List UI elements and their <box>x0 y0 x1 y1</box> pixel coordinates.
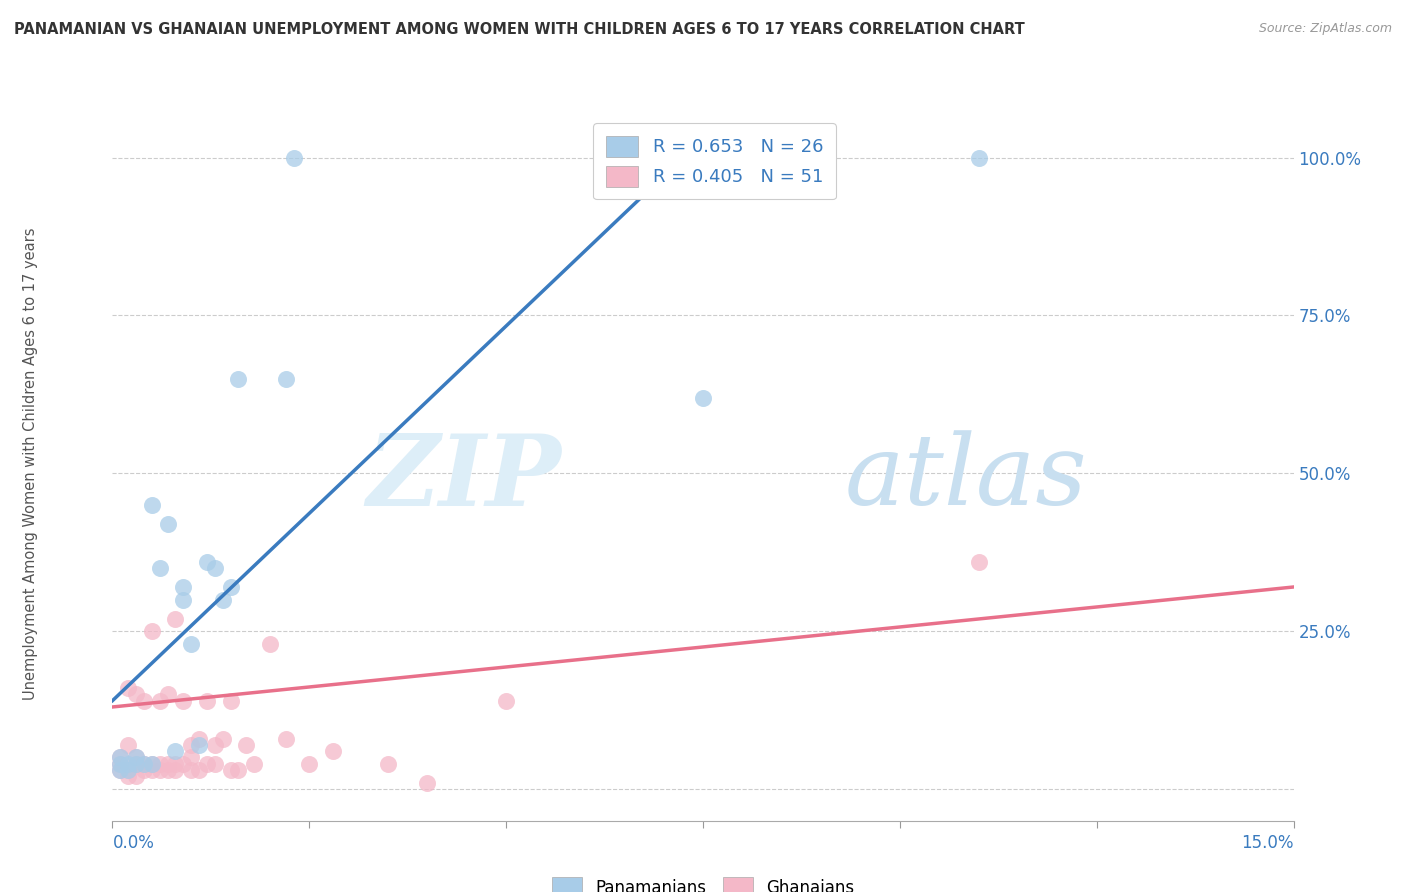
Point <box>204 756 226 771</box>
Point <box>165 763 187 777</box>
Point <box>188 731 211 746</box>
Point <box>132 756 155 771</box>
Point <box>692 391 714 405</box>
Text: 0.0%: 0.0% <box>112 834 155 852</box>
Point <box>188 763 211 777</box>
Point <box>235 738 257 752</box>
Point <box>495 693 517 707</box>
Point <box>125 756 148 771</box>
Text: Unemployment Among Women with Children Ages 6 to 17 years: Unemployment Among Women with Children A… <box>24 227 38 700</box>
Point <box>125 769 148 783</box>
Text: PANAMANIAN VS GHANAIAN UNEMPLOYMENT AMONG WOMEN WITH CHILDREN AGES 6 TO 17 YEARS: PANAMANIAN VS GHANAIAN UNEMPLOYMENT AMON… <box>14 22 1025 37</box>
Point <box>156 756 179 771</box>
Point <box>125 750 148 764</box>
Point <box>211 592 233 607</box>
Point <box>322 744 344 758</box>
Point <box>165 756 187 771</box>
Point <box>110 750 132 764</box>
Point <box>377 756 399 771</box>
Point <box>298 756 321 771</box>
Point <box>117 769 139 783</box>
Point <box>180 750 202 764</box>
Point <box>132 763 155 777</box>
Text: Source: ZipAtlas.com: Source: ZipAtlas.com <box>1258 22 1392 36</box>
Point <box>141 763 163 777</box>
Point <box>219 693 242 707</box>
Point <box>141 624 163 639</box>
Point <box>149 561 172 575</box>
Point <box>165 611 187 625</box>
Point <box>149 756 172 771</box>
Point <box>204 738 226 752</box>
Point <box>149 763 172 777</box>
Point <box>110 763 132 777</box>
Point <box>110 763 132 777</box>
Point <box>117 756 139 771</box>
Text: atlas: atlas <box>845 431 1087 525</box>
Point <box>967 151 990 165</box>
Point <box>180 637 202 651</box>
Point <box>195 693 218 707</box>
Point <box>125 756 148 771</box>
Point <box>132 756 155 771</box>
Point <box>219 763 242 777</box>
Point <box>125 750 148 764</box>
Point <box>117 681 139 695</box>
Point <box>156 763 179 777</box>
Point <box>141 498 163 512</box>
Point <box>117 738 139 752</box>
Point <box>259 637 281 651</box>
Point <box>211 731 233 746</box>
Point <box>110 756 132 771</box>
Point <box>195 756 218 771</box>
Point <box>172 580 194 594</box>
Point <box>188 738 211 752</box>
Point <box>172 693 194 707</box>
Text: 15.0%: 15.0% <box>1241 834 1294 852</box>
Point <box>156 516 179 531</box>
Point <box>110 756 132 771</box>
Point <box>132 693 155 707</box>
Point <box>110 750 132 764</box>
Point <box>274 371 297 385</box>
Point <box>156 687 179 701</box>
Point <box>180 763 202 777</box>
Point <box>165 744 187 758</box>
Point <box>228 371 250 385</box>
Point <box>219 580 242 594</box>
Point <box>117 763 139 777</box>
Point <box>967 555 990 569</box>
Point <box>243 756 266 771</box>
Point <box>172 592 194 607</box>
Point <box>283 151 305 165</box>
Point <box>180 738 202 752</box>
Point <box>149 693 172 707</box>
Point <box>204 561 226 575</box>
Point <box>117 763 139 777</box>
Point <box>195 555 218 569</box>
Point <box>416 776 439 790</box>
Text: ZIP: ZIP <box>367 430 561 526</box>
Legend: Panamanians, Ghanaians: Panamanians, Ghanaians <box>544 869 862 892</box>
Point <box>125 687 148 701</box>
Point <box>141 756 163 771</box>
Point <box>172 756 194 771</box>
Point <box>228 763 250 777</box>
Point <box>274 731 297 746</box>
Point <box>141 756 163 771</box>
